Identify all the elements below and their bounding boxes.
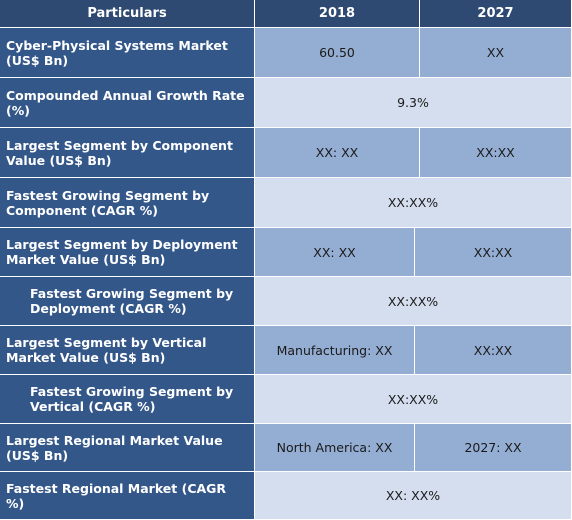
value-2027: 2027: XX	[415, 424, 572, 472]
value-merged: XX:XX%	[255, 277, 572, 326]
value-merged: XX: XX%	[255, 472, 572, 520]
value-merged: XX:XX%	[255, 375, 572, 424]
row-label: Cyber-Physical Systems Market (US$ Bn)	[0, 28, 255, 78]
row-label: Fastest Regional Market (CAGR %)	[0, 472, 255, 520]
value-2018: XX: XX	[255, 128, 420, 178]
row-label: Largest Segment by Vertical Market Value…	[0, 326, 255, 375]
row-label: Largest Segment by Component Value (US$ …	[0, 128, 255, 178]
value-2027: XX	[420, 28, 572, 78]
row-label: Fastest Growing Segment by Component (CA…	[0, 178, 255, 228]
row-label: Largest Regional Market Value (US$ Bn)	[0, 424, 255, 472]
value-2018: Manufacturing: XX	[255, 326, 415, 375]
row-label: Compounded Annual Growth Rate (%)	[0, 78, 255, 128]
row-label: Fastest Growing Segment by Vertical (CAG…	[0, 375, 255, 424]
header-2018: 2018	[255, 0, 420, 28]
value-2027: XX:XX	[420, 128, 572, 178]
value-merged: 9.3%	[255, 78, 572, 128]
header-particulars: Particulars	[0, 0, 255, 28]
value-2018: 60.50	[255, 28, 420, 78]
value-2027: XX:XX	[415, 326, 572, 375]
value-2018: North America: XX	[255, 424, 415, 472]
value-merged: XX:XX%	[255, 178, 572, 228]
value-2027: XX:XX	[415, 228, 572, 277]
value-2018: XX: XX	[255, 228, 415, 277]
row-label: Fastest Growing Segment by Deployment (C…	[0, 277, 255, 326]
header-2027: 2027	[420, 0, 572, 28]
row-label: Largest Segment by Deployment Market Val…	[0, 228, 255, 277]
